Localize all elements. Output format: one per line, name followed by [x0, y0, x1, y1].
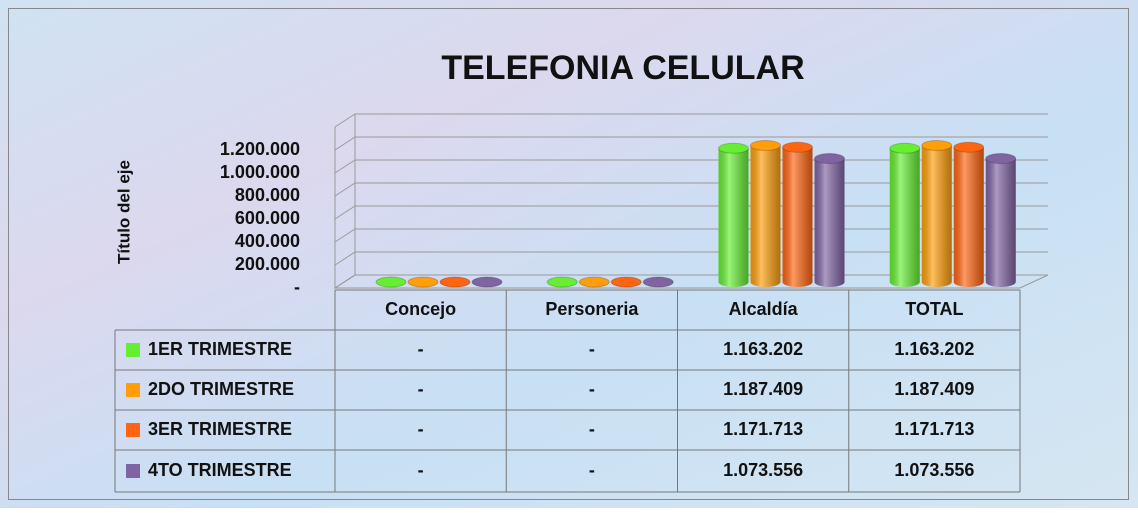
legend-swatch	[126, 423, 140, 437]
legend-swatch	[126, 343, 140, 357]
bar-shade	[953, 147, 984, 287]
table-value: 1.073.556	[894, 460, 974, 480]
table-value: -	[589, 419, 595, 439]
legend-label: 1ER TRIMESTRE	[148, 339, 292, 359]
bar-top	[953, 141, 985, 153]
table-value: -	[418, 419, 424, 439]
bar	[578, 276, 610, 288]
bar-top	[642, 276, 674, 288]
bar-shade	[921, 145, 952, 287]
bar	[471, 276, 503, 288]
table-value: -	[589, 379, 595, 399]
bar	[407, 276, 439, 288]
legend-swatch	[126, 464, 140, 478]
table-header: Concejo	[385, 299, 456, 319]
bar-top	[546, 276, 578, 288]
bar-shade	[750, 145, 781, 287]
legend-label: 2DO TRIMESTRE	[148, 379, 294, 399]
table-value: 1.073.556	[723, 460, 803, 480]
bar-top	[782, 141, 813, 153]
grid-line	[334, 136, 1048, 151]
legend-label: 3ER TRIMESTRE	[148, 419, 292, 439]
table-header: Alcaldía	[729, 299, 799, 319]
legend-swatch	[126, 383, 140, 397]
table-value: 1.187.409	[894, 379, 974, 399]
bar	[782, 141, 813, 287]
table-value: 1.171.713	[723, 419, 803, 439]
bar	[718, 142, 749, 287]
bar	[985, 153, 1017, 287]
table-value: -	[418, 379, 424, 399]
table-value: 1.187.409	[723, 379, 803, 399]
legend-label: 4TO TRIMESTRE	[148, 460, 292, 480]
bar-top	[718, 142, 749, 154]
table-value: 1.171.713	[894, 419, 974, 439]
chart-border	[8, 8, 1129, 500]
table-value: -	[589, 339, 595, 359]
bar-top	[471, 276, 503, 288]
table-value: -	[418, 339, 424, 359]
y-tick-label: 400.000	[235, 231, 300, 251]
table-value: -	[589, 460, 595, 480]
bar-top	[578, 276, 610, 288]
bar-shade	[718, 148, 749, 287]
y-tick-label: 800.000	[235, 185, 300, 205]
bar-top	[439, 276, 471, 288]
table-value: 1.163.202	[894, 339, 974, 359]
bar	[546, 276, 578, 288]
bar-top	[921, 139, 953, 151]
bar	[889, 142, 921, 287]
bar	[642, 276, 674, 288]
table-value: 1.163.202	[723, 339, 803, 359]
table-header: Personeria	[545, 299, 639, 319]
y-tick-label: 200.000	[235, 254, 300, 274]
bar-top	[889, 142, 921, 154]
bar	[375, 276, 407, 288]
bar-top	[375, 276, 407, 288]
bar-top	[610, 276, 642, 288]
bar-shade	[814, 158, 845, 287]
bar-top	[985, 153, 1017, 165]
y-tick-label: 600.000	[235, 208, 300, 228]
y-tick-label: -	[294, 277, 300, 297]
y-axis-title: Título del eje	[114, 160, 133, 264]
table-header: TOTAL	[905, 299, 963, 319]
bar	[814, 153, 845, 287]
bar-top	[750, 139, 781, 151]
bar	[750, 139, 781, 287]
bar-shade	[889, 148, 920, 287]
table-value: -	[418, 460, 424, 480]
bar	[921, 139, 953, 287]
bar-shade	[985, 158, 1016, 287]
y-tick-label: 1.200.000	[220, 139, 300, 159]
bar	[439, 276, 471, 288]
y-tick-label: 1.000.000	[220, 162, 300, 182]
chart-title: TELEFONIA CELULAR	[441, 49, 804, 87]
bar-top	[814, 153, 845, 165]
bar-top	[407, 276, 439, 288]
bar	[610, 276, 642, 288]
bar	[953, 141, 985, 287]
bar-shade	[782, 147, 813, 287]
